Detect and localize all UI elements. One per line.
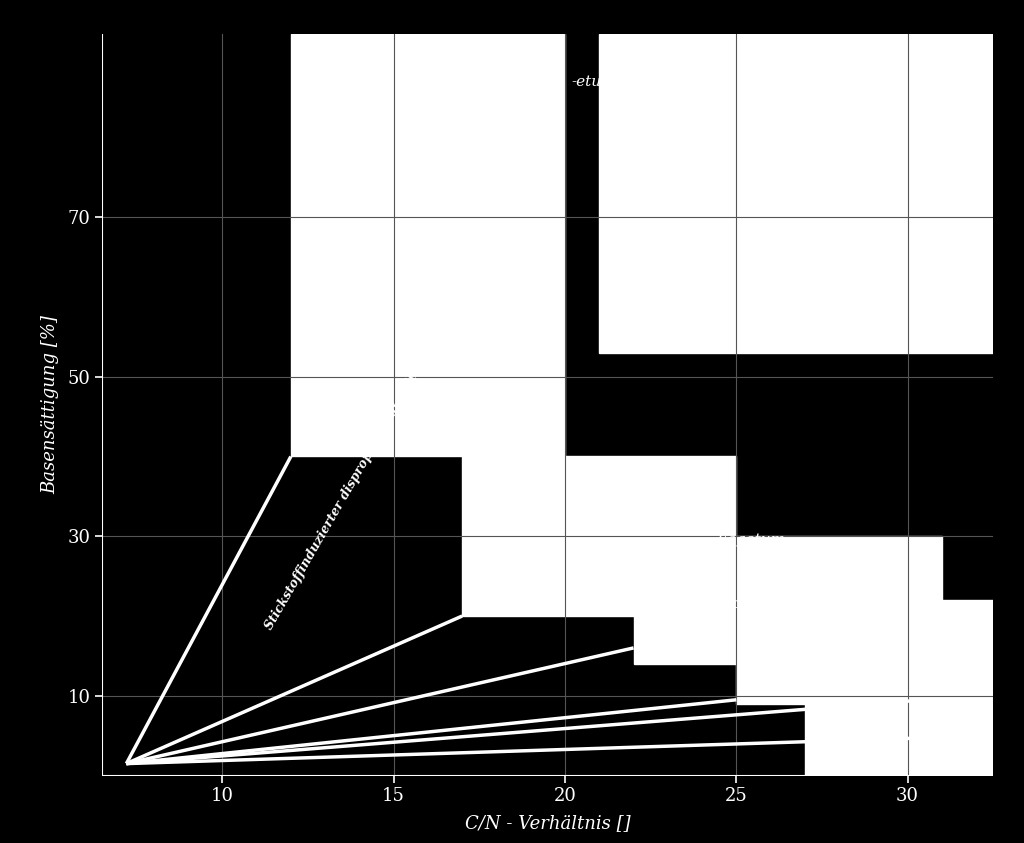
Text: ulo-Fagetum: ulo-Fagetum — [719, 597, 816, 611]
Text: -agetum: -agetum — [805, 652, 868, 667]
Polygon shape — [805, 704, 993, 776]
X-axis label: C/N - Verhältnis []: C/N - Verhältnis [] — [465, 813, 631, 832]
Polygon shape — [599, 34, 993, 352]
Polygon shape — [634, 536, 942, 664]
Text: i-Fagetum: i-Fagetum — [575, 477, 653, 491]
Polygon shape — [736, 600, 993, 704]
Polygon shape — [462, 457, 736, 616]
Text: Stickstoffinduzierter disproportionaler St: Stickstoffinduzierter disproportionaler … — [262, 372, 420, 632]
Text: -Fagetum: -Fagetum — [713, 534, 785, 547]
Polygon shape — [291, 34, 565, 457]
Y-axis label: Basensättigung [%]: Basensättigung [%] — [41, 315, 59, 494]
Text: -etum: -etum — [571, 74, 616, 89]
